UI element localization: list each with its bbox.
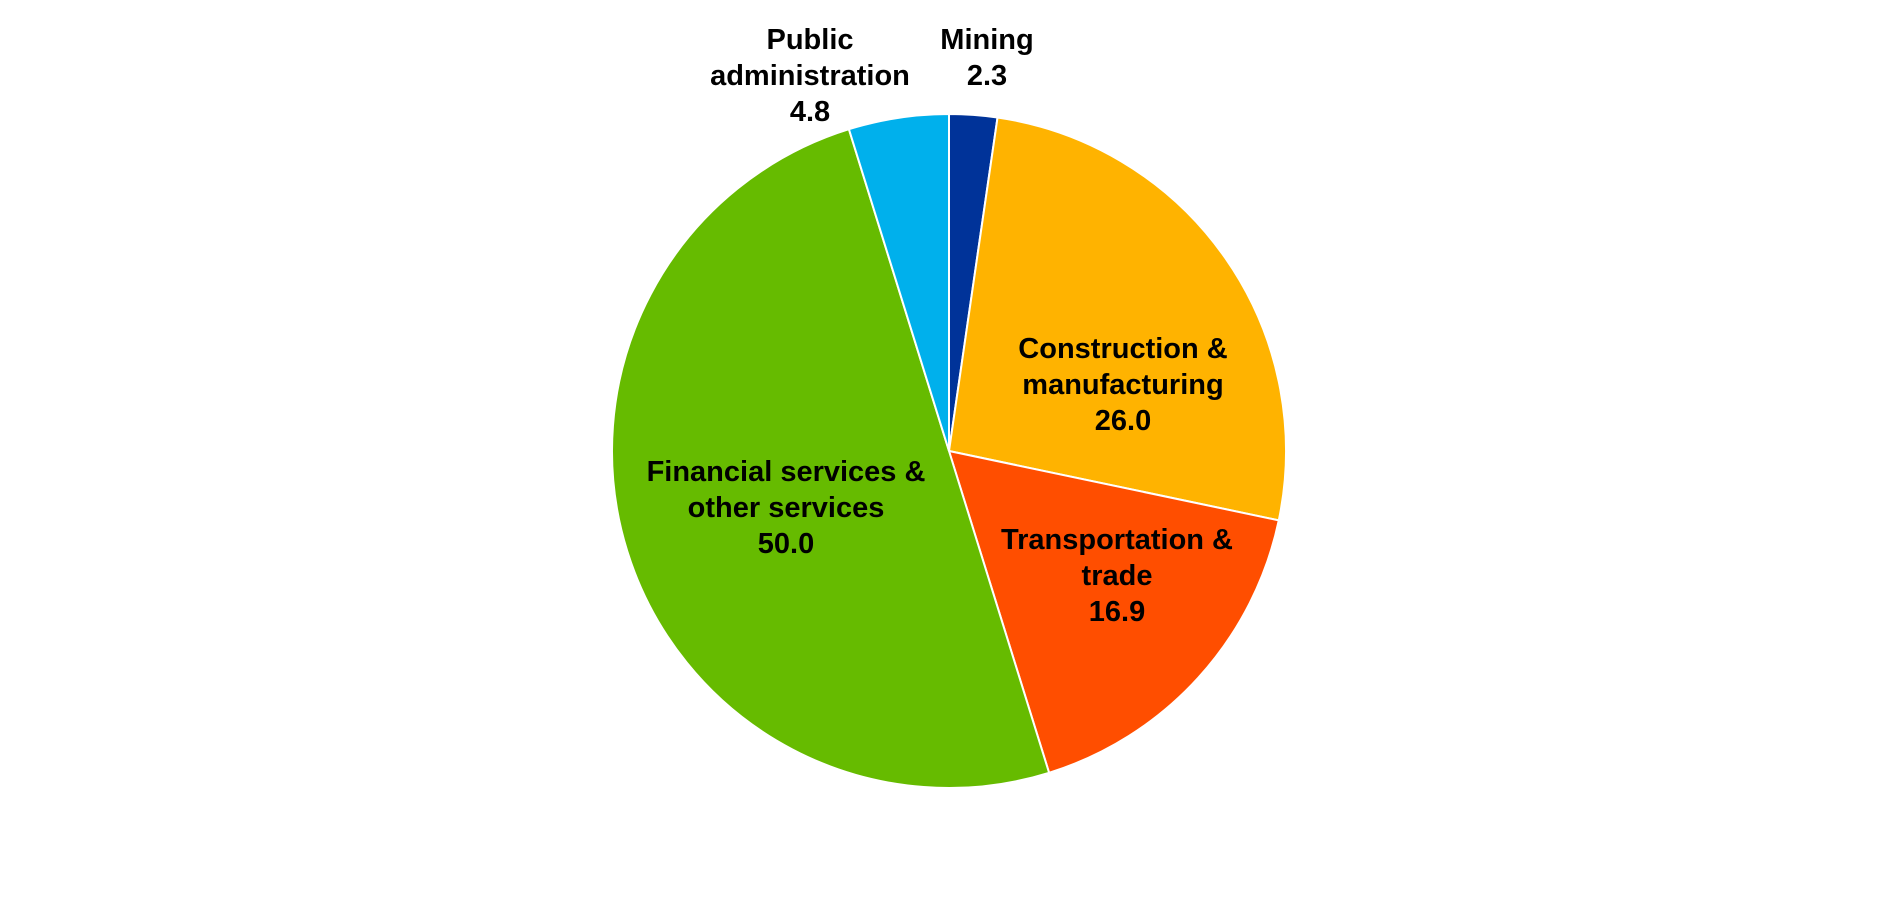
category-label: Public administration [710, 24, 910, 92]
value-label: 4.8 [789, 96, 831, 128]
slice-label: Financial services & other services 50.0 [616, 454, 956, 562]
pie-slice [947, 116, 1287, 522]
pie-slice [947, 449, 1280, 775]
value-label: 50.0 [757, 528, 815, 560]
value-label: 26.0 [1094, 405, 1152, 437]
pie-slice [847, 112, 950, 452]
slice-label: Public administration 4.8 [685, 22, 935, 130]
slice-label: Mining 2.3 [912, 22, 1062, 94]
category-label: Transportation & trade [1000, 524, 1233, 592]
category-label: Financial services & other services [646, 456, 926, 524]
value-label: 2.3 [966, 60, 1008, 92]
category-label: Mining [940, 24, 1034, 56]
slice-label: Transportation & trade 16.9 [972, 522, 1262, 630]
category-label: Construction & manufacturing [1018, 333, 1228, 401]
slice-label: Construction & manufacturing 26.0 [973, 331, 1273, 439]
pie-slice [611, 127, 1051, 789]
value-label: 16.9 [1088, 596, 1146, 628]
